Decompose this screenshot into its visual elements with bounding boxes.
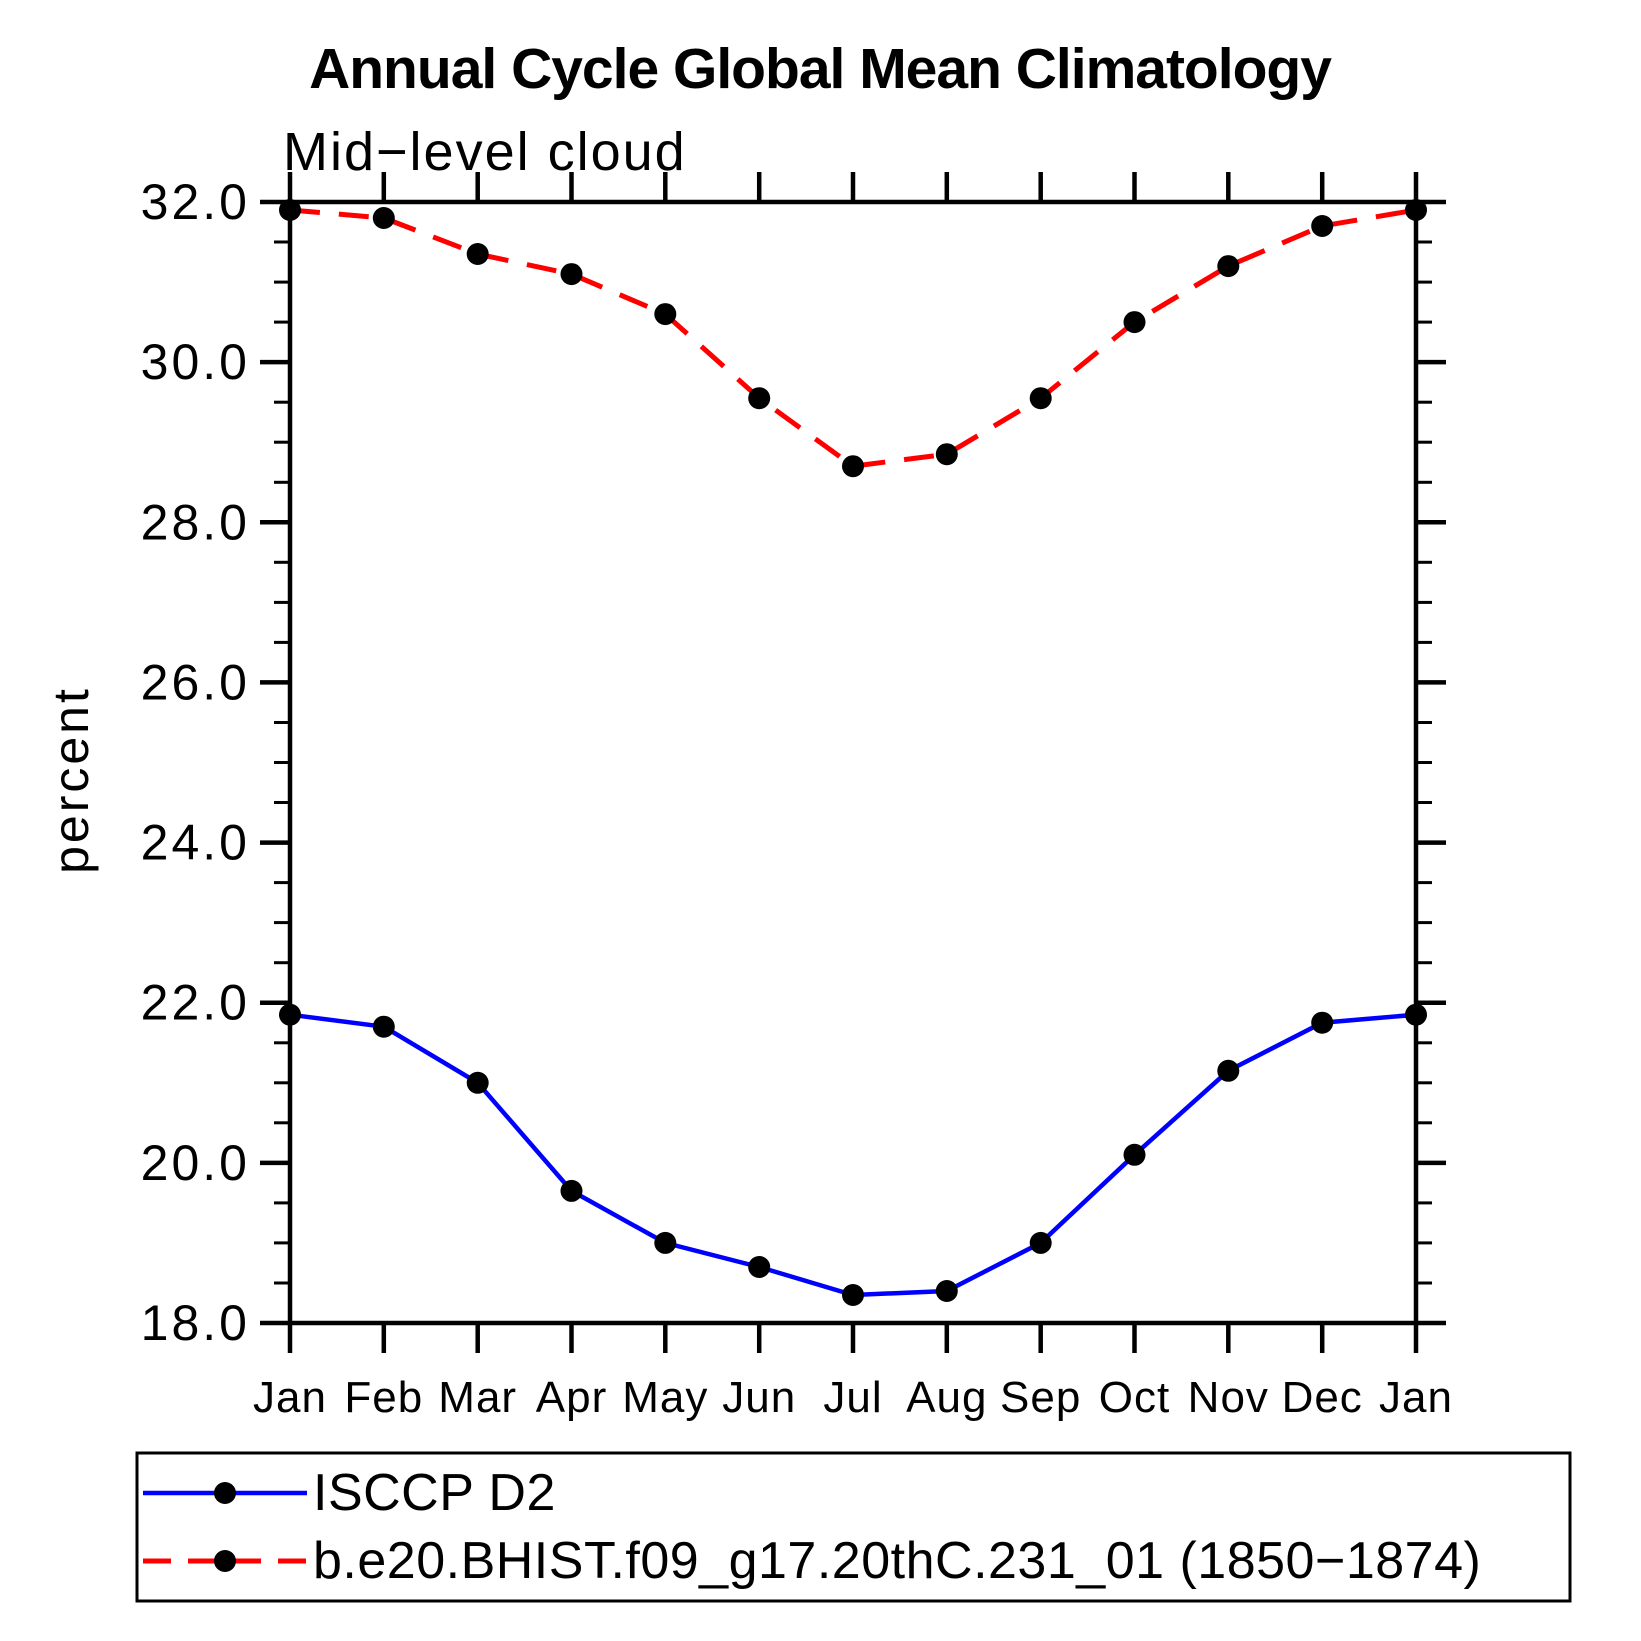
isccp-data-point <box>748 1256 771 1278</box>
legend: ISCCP D2 b.e20.BHIST.f09_g17.20thC.231_01… <box>135 1451 1572 1603</box>
legend-marker-dot <box>214 1550 236 1572</box>
plot-series <box>279 199 1427 1306</box>
model-data-point <box>1029 387 1052 410</box>
isccp-data-point <box>279 1003 301 1026</box>
x-tick-label: Nov <box>1188 1373 1269 1422</box>
x-tick-label: Dec <box>1282 1373 1363 1422</box>
model-data-point <box>748 387 771 410</box>
y-tick-label: 18.0 <box>141 1295 250 1351</box>
y-tick-label: 22.0 <box>141 975 250 1031</box>
x-tick-label: Aug <box>906 1373 987 1422</box>
model-data-point <box>560 263 583 286</box>
x-tick-label: Sep <box>1000 1373 1081 1422</box>
y-tick-label: 26.0 <box>141 654 250 710</box>
isccp-data-point <box>842 1284 864 1306</box>
isccp-data-point <box>1029 1231 1052 1254</box>
axes: Jan Feb Mar Apr May Jun Jul Aug Sep Oct Nov Dec Jan1… <box>141 172 1453 1422</box>
model-line <box>289 207 1417 469</box>
isccp-data-point <box>560 1179 583 1202</box>
isccp-data-point <box>466 1071 489 1094</box>
model-data-point <box>279 199 301 221</box>
y-axis-title: percent <box>43 686 99 874</box>
chart-subtitle: Mid−level cloud <box>283 122 687 182</box>
model-data-point <box>372 207 395 229</box>
y-tick-label: 32.0 <box>141 174 250 230</box>
x-tick-label: Apr <box>536 1373 607 1422</box>
x-tick-label: May <box>622 1373 708 1422</box>
model-data-point <box>1217 255 1240 278</box>
isccp-data-point <box>1405 1003 1427 1026</box>
isccp-data-point <box>372 1015 395 1038</box>
model-data-point <box>1311 215 1334 237</box>
x-tick-label: Jun <box>722 1373 796 1422</box>
legend-marker-dot <box>214 1482 236 1504</box>
model-data-point <box>842 455 864 478</box>
x-tick-label: Jul <box>823 1373 882 1422</box>
chart-title: Annual Cycle Global Mean Climatology <box>309 37 1332 101</box>
x-tick-label: Oct <box>1099 1373 1170 1422</box>
isccp-data-point <box>1217 1059 1240 1082</box>
isccp-data-point <box>935 1280 958 1302</box>
model-data-point <box>1123 311 1146 334</box>
y-tick-label: 28.0 <box>141 494 250 550</box>
model-data-point <box>935 443 958 466</box>
y-tick-label: 30.0 <box>141 334 250 390</box>
isccp-data-point <box>1311 1011 1334 1034</box>
model-data-point <box>466 243 489 265</box>
x-tick-label: Jan <box>253 1373 327 1422</box>
plot-frame <box>287 199 1419 1326</box>
legend-box <box>135 1451 1572 1603</box>
isccp-data-point <box>654 1231 677 1254</box>
isccp-data-point <box>1123 1143 1146 1166</box>
x-tick-label: Mar <box>438 1373 517 1422</box>
y-tick-label: 20.0 <box>141 1135 250 1191</box>
legend-entry-label: b.e20.BHIST.f09_g17.20thC.231_01 (1850−1… <box>313 1532 1481 1590</box>
y-tick-label: 24.0 <box>141 815 250 871</box>
x-tick-label: Feb <box>344 1373 423 1422</box>
legend-entry-label: ISCCP D2 <box>313 1464 556 1522</box>
model-data-point <box>1405 199 1427 221</box>
x-tick-label: Jan <box>1379 1373 1453 1422</box>
isccp-line <box>289 1012 1417 1298</box>
model-data-point <box>654 303 677 326</box>
